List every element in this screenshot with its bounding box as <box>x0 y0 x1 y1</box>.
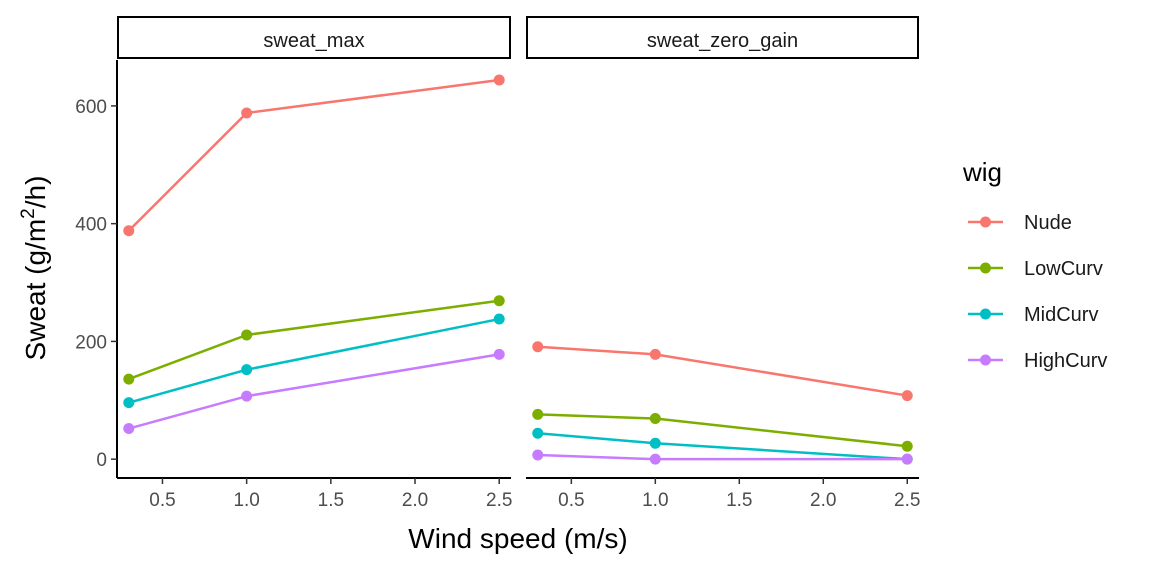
x-tick-label-sweat-max-3: 2.0 <box>402 490 428 511</box>
x-tick-label-sweat-max-2: 1.5 <box>318 490 344 511</box>
y-axis-title-superscript: 2 <box>18 208 39 219</box>
point-sweat-zero-gain-highcurv-1 <box>649 453 661 465</box>
point-sweat-max-nude-1 <box>241 107 253 119</box>
legend-label-nude: Nude <box>1024 212 1072 234</box>
strip-label-sweat-max: sweat_max <box>263 30 364 52</box>
y-axis-title-suffix: /h) <box>20 176 51 209</box>
series-line-sweat-max-lowcurv <box>128 299 500 381</box>
point-sweat-zero-gain-nude-1 <box>649 348 661 360</box>
y-axis-title: Sweat (g/m2/h) <box>18 176 51 361</box>
legend-title: wig <box>962 157 1002 187</box>
point-sweat-zero-gain-midcurv-1 <box>649 437 661 449</box>
point-sweat-zero-gain-lowcurv-0 <box>532 408 544 420</box>
series-line-sweat-max-nude <box>127 78 500 232</box>
legend-point-midcurv <box>980 308 991 320</box>
point-sweat-max-highcurv-2 <box>493 348 505 360</box>
point-sweat-zero-gain-lowcurv-2 <box>901 440 913 452</box>
point-sweat-max-lowcurv-1 <box>241 329 253 341</box>
point-sweat-zero-gain-highcurv-0 <box>532 449 544 461</box>
point-sweat-max-midcurv-0 <box>123 397 135 409</box>
legend-label-highcurv: HighCurv <box>1024 350 1107 372</box>
legend-point-lowcurv <box>980 262 991 274</box>
point-sweat-zero-gain-midcurv-0 <box>532 427 544 439</box>
y-tick-label-400: 400 <box>75 215 107 236</box>
strip-sweat-max <box>117 16 511 59</box>
point-sweat-max-lowcurv-0 <box>123 373 135 385</box>
series-line-sweat-zero-gain-nude <box>537 345 908 397</box>
panel-sweat-max: sweat_max 0 200 400 600 0.5 1.0 1.5 2.0 2.5 <box>75 16 512 511</box>
x-tick-label-sweat-zero-gain-3: 2.0 <box>810 490 836 511</box>
series-line-sweat-max-highcurv <box>128 353 500 430</box>
x-tick-label-sweat-zero-gain-2: 1.5 <box>726 490 752 511</box>
legend-point-highcurv <box>980 354 991 366</box>
x-tick-label-sweat-zero-gain-4: 2.5 <box>894 490 920 511</box>
point-sweat-max-highcurv-0 <box>123 423 135 435</box>
x-tick-label-sweat-zero-gain-1: 1.0 <box>642 490 668 511</box>
x-tick-label-sweat-max-0: 0.5 <box>149 490 175 511</box>
legend-label-lowcurv: LowCurv <box>1024 258 1103 280</box>
y-tick-label-600: 600 <box>75 97 107 118</box>
strip-label-sweat-zero-gain: sweat_zero_gain <box>647 30 798 52</box>
series-line-sweat-zero-gain-midcurv <box>537 432 908 461</box>
strip-sweat-zero-gain <box>526 16 919 59</box>
x-tick-label-sweat-max-4: 2.5 <box>486 490 512 511</box>
point-sweat-max-nude-0 <box>123 225 135 237</box>
legend-point-nude <box>980 216 991 228</box>
legend: wig Nude LowCurv MidCurv HighCurv <box>962 157 1107 372</box>
point-sweat-zero-gain-lowcurv-1 <box>649 413 661 425</box>
panel-sweat-zero-gain: sweat_zero_gain 0.5 1.0 1.5 2.0 2.5 <box>526 16 920 511</box>
y-axis-title-prefix: Sweat (g/m <box>20 219 51 361</box>
point-sweat-max-highcurv-1 <box>241 390 253 402</box>
point-sweat-zero-gain-nude-0 <box>532 341 544 353</box>
series-line-sweat-zero-gain-lowcurv <box>537 413 908 448</box>
y-tick-label-200: 200 <box>75 332 107 353</box>
x-axis-title: Wind speed (m/s) <box>408 523 627 554</box>
x-tick-label-sweat-zero-gain-0: 0.5 <box>558 490 584 511</box>
point-sweat-max-lowcurv-2 <box>493 295 505 307</box>
point-sweat-max-nude-2 <box>493 74 505 86</box>
legend-label-midcurv: MidCurv <box>1024 304 1098 326</box>
point-sweat-max-midcurv-1 <box>241 364 253 376</box>
x-tick-label-sweat-max-1: 1.0 <box>233 490 259 511</box>
point-sweat-max-midcurv-2 <box>493 313 505 325</box>
point-sweat-zero-gain-highcurv-2 <box>901 453 913 465</box>
y-tick-label-0: 0 <box>96 450 107 471</box>
point-sweat-zero-gain-nude-2 <box>901 390 913 402</box>
series-line-sweat-max-midcurv <box>128 317 500 404</box>
